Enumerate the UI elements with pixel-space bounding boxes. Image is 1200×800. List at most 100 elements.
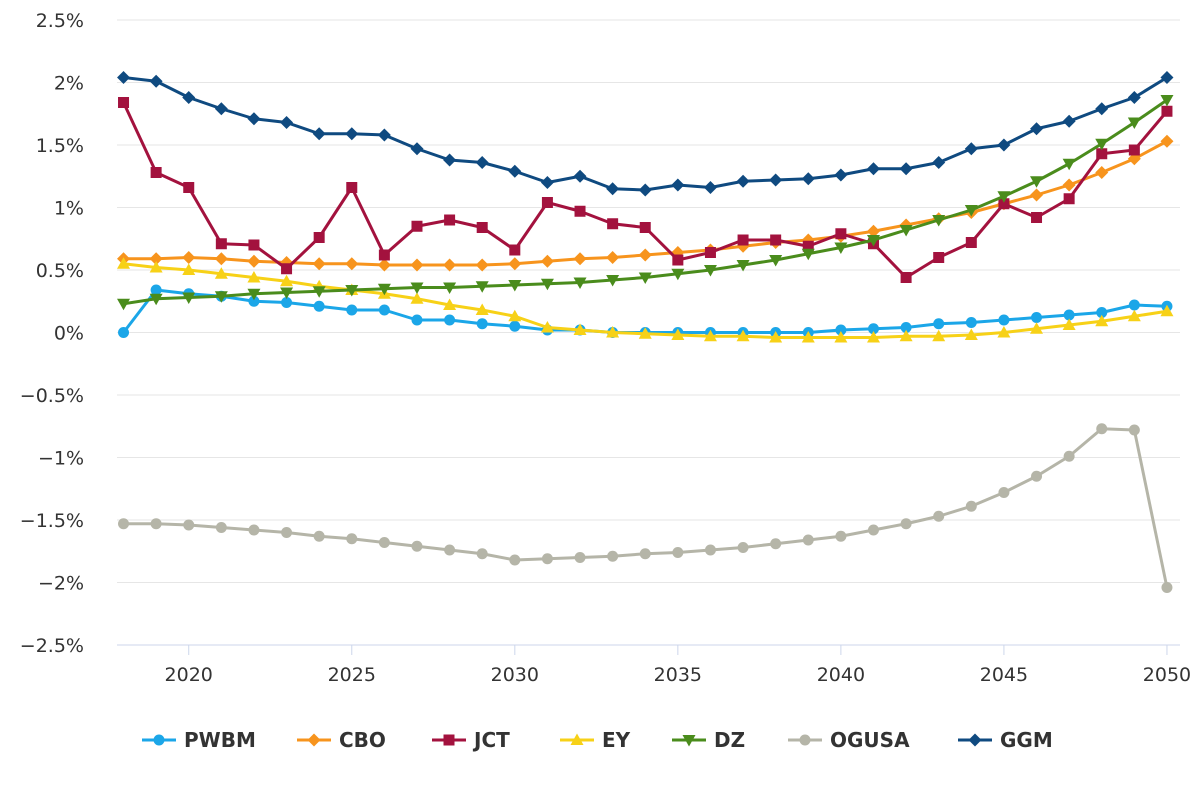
point-cbo-2020: [182, 251, 196, 264]
point-ggm-2042: [899, 162, 913, 176]
point-ggm-2023: [280, 116, 294, 129]
legend-marker-dz: [682, 735, 696, 747]
point-ey-2022: [247, 271, 261, 283]
x-tick-label: 2035: [654, 664, 702, 686]
point-ogusa-2040: [835, 530, 847, 542]
point-dz-2043: [932, 215, 946, 227]
point-ey-2037: [736, 329, 750, 342]
point-dz-2046: [1030, 176, 1044, 188]
point-jct-2029: [476, 222, 488, 233]
point-cbo-2032: [573, 252, 587, 266]
legend-marker-ey: [570, 733, 584, 745]
point-jct-2020: [183, 182, 195, 193]
point-ey-2038: [769, 331, 783, 343]
y-tick-label: 0%: [54, 323, 84, 345]
x-tick-label: 2030: [491, 664, 539, 686]
line-ggm: [122, 76, 1169, 192]
point-jct-2022: [248, 239, 260, 251]
point-ggm-2031: [540, 176, 554, 189]
point-ogusa-2030: [509, 554, 521, 566]
point-ogusa-2043: [933, 510, 945, 522]
point-pwbm-2019: [150, 284, 162, 296]
point-ggm-2029: [475, 156, 489, 169]
legend-marker-jct: [443, 734, 455, 746]
point-pwbm-2029: [476, 318, 488, 330]
point-ey-2046: [1030, 322, 1044, 334]
series-jct: [118, 97, 1173, 283]
point-jct-2032: [574, 205, 586, 217]
point-ogusa-2036: [704, 544, 716, 556]
point-pwbm-2030: [509, 320, 521, 332]
point-dz-2020: [182, 292, 196, 304]
point-pwbm-2026: [378, 304, 390, 316]
point-ggm-2048: [1095, 102, 1109, 116]
legend-marker-ggm: [968, 733, 982, 747]
point-ogusa-2048: [1096, 423, 1108, 435]
point-cbo-2030: [508, 257, 522, 271]
legend-label: OGUSA: [830, 728, 910, 752]
point-ggm-2026: [377, 128, 391, 142]
point-ogusa-2033: [607, 550, 619, 562]
point-cbo-2047: [1062, 178, 1076, 192]
point-cbo-2031: [540, 254, 554, 268]
point-ggm-2045: [997, 138, 1011, 152]
point-ey-2023: [280, 274, 294, 287]
point-ggm-2049: [1127, 91, 1141, 104]
point-ogusa-2047: [1063, 450, 1075, 462]
point-ey-2020: [182, 263, 196, 275]
legend-label: EY: [602, 728, 631, 752]
point-dz-2027: [410, 282, 424, 294]
x-tick-label: 2040: [817, 664, 865, 686]
point-pwbm-2022: [248, 295, 260, 307]
point-pwbm-2028: [444, 314, 456, 326]
x-tick-label: 2020: [165, 664, 213, 686]
point-dz-2023: [280, 287, 294, 299]
point-jct-2027: [411, 220, 423, 232]
point-pwbm-2018: [118, 327, 130, 338]
legend-item-ogusa[interactable]: OGUSA: [788, 728, 910, 752]
point-dz-2048: [1095, 138, 1109, 151]
point-ey-2030: [508, 309, 522, 322]
point-ey-2036: [703, 329, 717, 342]
point-ey-2049: [1127, 309, 1141, 322]
series-ey: [117, 257, 1174, 343]
point-jct-2042: [900, 272, 912, 283]
point-ogusa-2029: [476, 548, 488, 560]
point-dz-2039: [801, 248, 815, 261]
legend-item-pwbm[interactable]: PWBM: [142, 728, 256, 752]
point-dz-2038: [769, 255, 783, 267]
point-cbo-2028: [443, 258, 457, 272]
point-ggm-2035: [671, 178, 685, 192]
point-ogusa-2050: [1161, 582, 1173, 593]
point-pwbm-2041: [867, 323, 879, 335]
legend-item-jct[interactable]: JCT: [432, 728, 510, 752]
point-pwbm-2047: [1063, 309, 1075, 321]
legend-item-ey[interactable]: EY: [560, 728, 631, 752]
legend-marker-pwbm: [153, 734, 165, 746]
point-ggm-2041: [866, 162, 880, 176]
y-axis: 2.5% 2% 1.5% 1% 0.5% 0% −0.5% −1% −1.5% −2% −2.5%: [20, 10, 84, 657]
point-dz-2033: [606, 275, 620, 287]
point-jct-2038: [770, 234, 782, 246]
legend-item-dz[interactable]: DZ: [672, 728, 745, 752]
point-ogusa-2034: [639, 548, 651, 560]
point-ey-2048: [1095, 314, 1109, 327]
point-ogusa-2025: [346, 533, 358, 545]
point-dz-2025: [345, 285, 359, 297]
point-dz-2050: [1160, 95, 1174, 107]
y-tick-label: −0.5%: [20, 385, 84, 407]
legend-item-ggm[interactable]: GGM: [958, 728, 1053, 752]
point-pwbm-2027: [411, 314, 423, 326]
point-pwbm-2049: [1128, 299, 1140, 311]
legend-label: CBO: [339, 728, 386, 752]
point-cbo-2033: [606, 251, 620, 264]
point-dz-2028: [443, 282, 457, 294]
point-ogusa-2035: [672, 547, 684, 558]
point-ggm-2028: [443, 153, 457, 167]
legend-item-cbo[interactable]: CBO: [297, 728, 386, 752]
point-pwbm-2046: [1031, 312, 1043, 323]
point-dz-2044: [964, 205, 978, 217]
point-ey-2044: [964, 328, 978, 340]
point-dz-2032: [573, 277, 587, 289]
